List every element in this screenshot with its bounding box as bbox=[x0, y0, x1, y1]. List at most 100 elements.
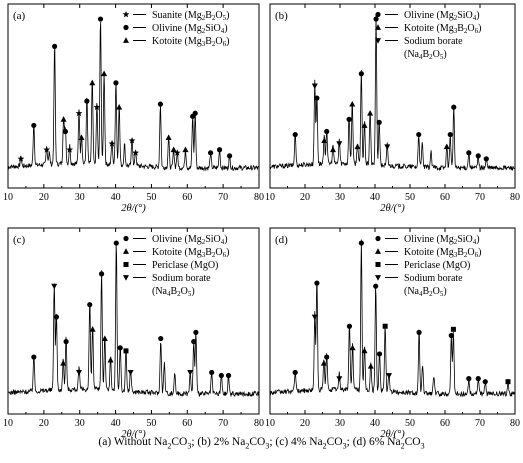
peak-marker-triangle bbox=[170, 146, 177, 153]
peak-marker-star bbox=[93, 103, 101, 111]
peak-marker-circle bbox=[31, 354, 37, 360]
x-tick-label: 60 bbox=[182, 418, 192, 429]
peak-marker-triangle bbox=[367, 363, 374, 369]
peak-marker-triangle bbox=[330, 146, 336, 153]
x-tick-label: 80 bbox=[510, 418, 520, 429]
x-axis-label: 2θ/(°) bbox=[380, 429, 405, 440]
peak-marker-circle bbox=[376, 119, 382, 125]
legend-entry: Olivine (Mg2SiO4) bbox=[152, 234, 228, 246]
x-tick-label: 20 bbox=[300, 192, 310, 203]
x-tick-label: 30 bbox=[335, 418, 345, 429]
peak-marker-circle bbox=[193, 329, 199, 335]
peak-marker-star bbox=[108, 140, 116, 147]
peak-marker-circle bbox=[314, 95, 320, 101]
x-tick-label: 30 bbox=[335, 192, 345, 203]
x-tick-label: 20 bbox=[300, 418, 310, 429]
xrd-trace bbox=[7, 21, 260, 172]
peak-marker-circle bbox=[483, 156, 489, 162]
x-tick-label: 70 bbox=[218, 192, 228, 203]
peak-marker-star bbox=[173, 149, 181, 156]
legend-entry: Olivine (Mg2SiO4) bbox=[152, 23, 228, 35]
peak-marker-circle bbox=[113, 240, 119, 246]
legend-marker-circle bbox=[123, 235, 129, 242]
peak-marker-circle bbox=[324, 128, 330, 135]
peak-marker-triangle bbox=[107, 356, 114, 363]
peak-marker-circle bbox=[117, 345, 123, 351]
panel-label: (b) bbox=[275, 10, 288, 22]
peak-marker-star bbox=[75, 109, 83, 117]
x-tick-label: 20 bbox=[39, 192, 49, 203]
x-tick-label: 50 bbox=[146, 192, 156, 203]
peak-marker-circle bbox=[346, 323, 353, 329]
peak-marker-triangle bbox=[89, 79, 96, 86]
x-axis-label: 2θ/(°) bbox=[380, 203, 405, 214]
legend-marker-triangle bbox=[375, 248, 381, 254]
peak-marker-triangle bbox=[101, 335, 108, 341]
peak-marker-triangle bbox=[60, 116, 67, 122]
peak-marker-circle bbox=[358, 240, 364, 246]
peak-marker-circle bbox=[466, 150, 472, 156]
peak-marker-circle bbox=[207, 150, 214, 156]
x-tick-label: 50 bbox=[146, 418, 156, 429]
peak-marker-inverted-triangle bbox=[384, 144, 391, 150]
caption-d: ; (d) 6% Na bbox=[346, 436, 401, 448]
x-tick-label: 50 bbox=[405, 192, 415, 203]
peak-marker-triangle bbox=[321, 137, 328, 144]
x-axis-label: 2θ/(°) bbox=[121, 429, 146, 440]
peak-marker-circle bbox=[292, 131, 298, 138]
peak-marker-circle bbox=[324, 354, 330, 360]
x-tick-label: 80 bbox=[254, 192, 264, 203]
x-tick-label: 10 bbox=[265, 418, 275, 429]
legend-entry: (Na4B2O5) bbox=[404, 286, 447, 298]
legend-marker-square bbox=[123, 262, 129, 267]
peak-marker-circle bbox=[63, 339, 69, 345]
peak-marker-circle bbox=[218, 372, 224, 379]
peak-marker-circle bbox=[87, 302, 93, 308]
peak-marker-circle bbox=[98, 271, 105, 277]
peak-marker-star bbox=[132, 149, 140, 156]
legend-marker-circle bbox=[123, 24, 129, 31]
legend-entry: (Na4B2O5) bbox=[152, 286, 195, 298]
peak-marker-inverted-triangle bbox=[75, 370, 82, 376]
legend-marker-inverted-triangle bbox=[375, 38, 381, 44]
peak-marker-circle bbox=[157, 101, 163, 107]
legend-entry: Periclase (MgO) bbox=[152, 260, 218, 271]
x-tick-label: 30 bbox=[75, 418, 85, 429]
peak-marker-circle bbox=[447, 131, 453, 138]
peak-marker-circle bbox=[225, 372, 232, 379]
peak-marker-triangle bbox=[116, 104, 123, 110]
peak-marker-triangle bbox=[165, 134, 172, 140]
peak-marker-inverted-triangle bbox=[51, 283, 58, 290]
peak-marker-square bbox=[450, 326, 456, 332]
legend-entry: (Na4B2O5) bbox=[404, 49, 447, 61]
xrd-panel-b: 10 20 30 40 50 60 70 80 2θ/(°) (b) Olivine (Mg2SiO… bbox=[265, 3, 520, 214]
x-tick-label: 10 bbox=[265, 192, 275, 203]
legend-marker-triangle bbox=[375, 24, 381, 30]
peak-marker-triangle bbox=[349, 100, 356, 107]
x-tick-label: 30 bbox=[75, 192, 85, 203]
peak-marker-circle bbox=[84, 98, 90, 104]
peak-marker-circle bbox=[466, 376, 472, 382]
legend-entry: Sodium borate bbox=[404, 36, 463, 47]
peak-marker-circle bbox=[376, 351, 383, 357]
peak-marker-circle bbox=[475, 153, 481, 159]
panel-label: (c) bbox=[13, 234, 26, 246]
legend-marker-square bbox=[375, 262, 381, 267]
legend-marker-inverted-triangle bbox=[123, 275, 129, 281]
panel-label: (d) bbox=[275, 234, 288, 246]
x-tick-label: 40 bbox=[370, 418, 380, 429]
peak-marker-triangle bbox=[367, 110, 374, 116]
legend-entry: Kotoite (Mg3B2O6) bbox=[404, 247, 481, 259]
xrd-panel-c: 10 20 30 40 50 60 70 80 2θ/(°) (c) Olivine (Mg2SiO… bbox=[3, 227, 264, 440]
peak-marker-star bbox=[17, 155, 25, 162]
xrd-panel-a: 10 20 30 40 50 60 70 80 2θ/(°) (a) Suanite (Mg2B2O… bbox=[3, 3, 264, 214]
peak-marker-inverted-triangle bbox=[311, 314, 318, 321]
peak-marker-inverted-triangle bbox=[187, 370, 194, 376]
figure-caption: (a) Without Na2CO3; (b) 2% Na2CO3; (c) 4… bbox=[98, 436, 425, 451]
xrd-trace bbox=[269, 13, 516, 172]
x-tick-label: 60 bbox=[440, 192, 450, 203]
legend-entry: Kotoite (Mg3B2O6) bbox=[152, 247, 229, 259]
peak-marker-triangle bbox=[361, 347, 368, 354]
